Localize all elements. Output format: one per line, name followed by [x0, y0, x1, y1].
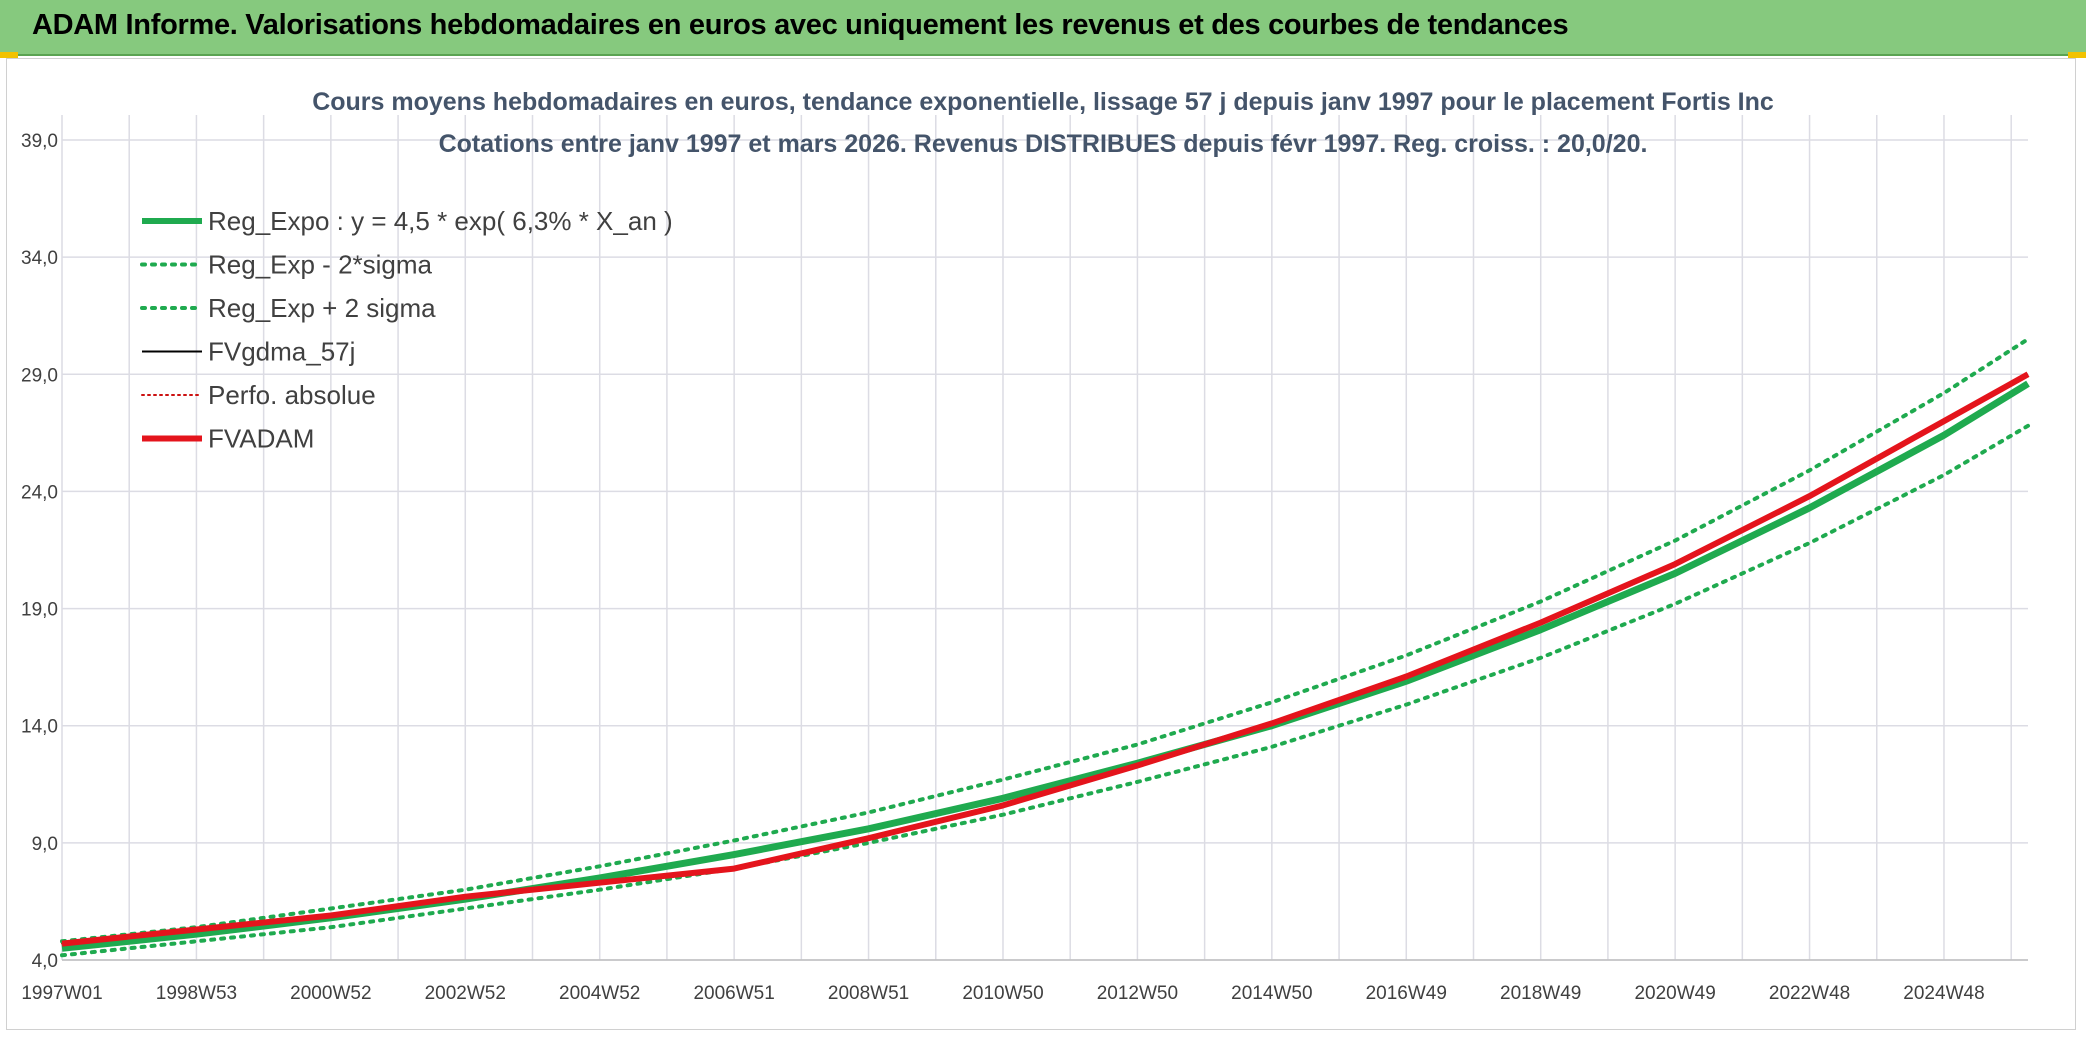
x-axis-ticks: 1997W01 1998W53 2000W52 2002W52 2004W52 2006W…	[21, 983, 1984, 1004]
chart-title: Cours moyens hebdomadaires en euros, ten…	[312, 88, 1774, 116]
x-tick-label: 2020W49	[1634, 983, 1715, 1004]
series-line-reg-exp-2-sigma	[60, 423, 2030, 958]
y-tick-label: 4,0	[32, 951, 58, 972]
legend-label: FVgdma_57j	[208, 337, 355, 367]
legend-label: Reg_Exp - 2*sigma	[208, 250, 433, 280]
series-line-reg-expo-y-4-5-exp-6-3-x-an	[61, 380, 2030, 952]
x-tick-label: 2022W48	[1769, 983, 1850, 1004]
y-tick-label: 14,0	[21, 717, 58, 738]
x-tick-label: 2008W51	[828, 983, 909, 1004]
legend-label: Reg_Expo : y = 4,5 * exp( 6,3% * X_an )	[208, 206, 673, 236]
y-tick-label: 39,0	[21, 131, 58, 152]
series-line-fvadam	[61, 371, 2030, 947]
x-tick-label: 2024W48	[1903, 983, 1984, 1004]
plot-series	[60, 337, 2030, 958]
y-tick-label: 29,0	[21, 365, 58, 386]
y-tick-label: 24,0	[21, 482, 58, 503]
x-tick-label: 2014W50	[1231, 983, 1312, 1004]
y-tick-label: 9,0	[32, 834, 58, 855]
series-line-reg-exp-2-sigma	[60, 337, 2030, 944]
chart-frame	[6, 58, 2076, 1030]
legend-label: Reg_Exp + 2 sigma	[208, 293, 436, 323]
chart-subtitle: Cotations entre janv 1997 et mars 2026. …	[439, 130, 1648, 158]
x-tick-label: 2016W49	[1366, 983, 1447, 1004]
x-tick-label: 2006W51	[693, 983, 774, 1004]
x-tick-label: 2002W52	[425, 983, 506, 1004]
legend-label: Perfo. absolue	[208, 380, 376, 410]
y-tick-label: 34,0	[21, 248, 58, 269]
x-tick-label: 2012W50	[1097, 983, 1178, 1004]
x-tick-label: 1998W53	[156, 983, 237, 1004]
legend: Reg_Expo : y = 4,5 * exp( 6,3% * X_an ) R…	[140, 206, 673, 454]
corner-marker-right	[2068, 52, 2086, 58]
x-tick-label: 2000W52	[290, 983, 371, 1004]
x-tick-label: 1997W01	[21, 983, 102, 1004]
x-tick-label: 2004W52	[559, 983, 640, 1004]
grid	[61, 115, 2028, 961]
y-axis-ticks: 4,0 9,0 14,0 19,0 24,0 29,0 34,0 39,0	[21, 131, 58, 972]
y-tick-label: 19,0	[21, 600, 58, 621]
x-tick-label: 2010W50	[962, 983, 1043, 1004]
series-line-perfo-absolue	[61, 373, 2029, 945]
x-tick-label: 2018W49	[1500, 983, 1581, 1004]
report-title: ADAM Informe. Valorisations hebdomadaire…	[32, 9, 1569, 41]
legend-label: FVADAM	[208, 424, 314, 454]
corner-marker-left	[0, 52, 18, 58]
report-header: ADAM Informe. Valorisations hebdomadaire…	[0, 0, 2086, 56]
series-line-fvgdma-57j	[61, 373, 2029, 945]
